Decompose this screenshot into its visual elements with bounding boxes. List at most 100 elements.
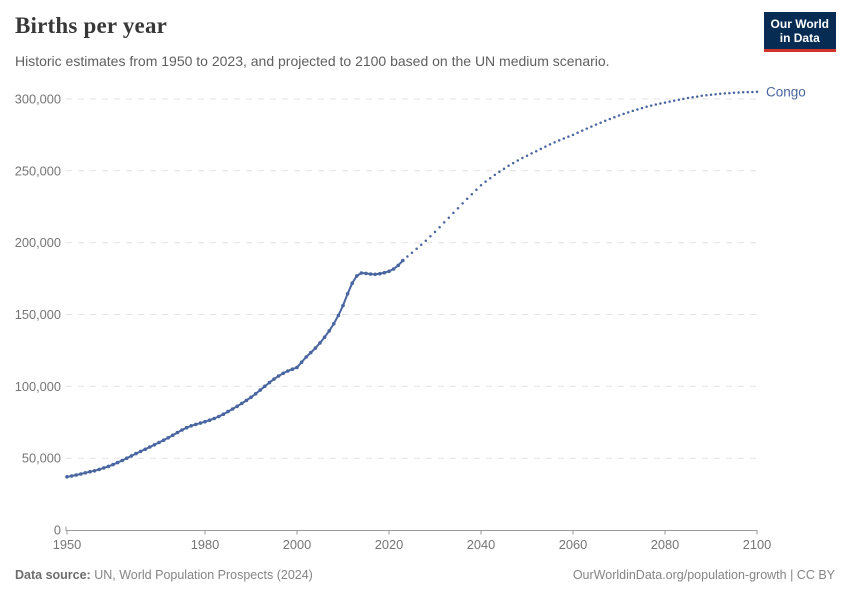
projection-point	[663, 101, 667, 104]
projection-point	[649, 104, 653, 107]
historic-point	[368, 272, 373, 276]
data-source-label: Data source:	[15, 568, 91, 582]
projection-point	[622, 112, 625, 116]
historic-point	[88, 469, 92, 474]
historic-point	[364, 271, 368, 276]
historic-point	[286, 369, 290, 373]
historic-point	[194, 422, 198, 427]
projection-point	[631, 109, 635, 113]
historic-point	[189, 424, 193, 428]
projection-point	[654, 103, 658, 106]
projection-point	[415, 247, 418, 251]
projection-point	[544, 145, 547, 148]
y-axis-tick-label: 100,000	[15, 379, 61, 394]
historic-point	[97, 467, 101, 472]
historic-point	[230, 407, 235, 411]
historic-point	[217, 414, 221, 419]
historic-point	[125, 456, 129, 461]
historic-point	[272, 377, 276, 381]
historic-point	[355, 274, 359, 278]
projection-point	[452, 211, 455, 215]
projection-point	[447, 216, 451, 219]
owid-logo-line1: Our World	[770, 17, 829, 31]
historic-point	[180, 428, 184, 432]
historic-point	[92, 469, 97, 473]
historic-point	[336, 313, 341, 318]
historic-point	[111, 462, 115, 467]
projection-point	[410, 251, 414, 254]
projection-point	[691, 96, 694, 99]
historic-point	[350, 281, 355, 286]
historic-point	[102, 466, 106, 470]
projection-point	[594, 123, 598, 126]
x-axis-tick-label: 2040	[467, 537, 495, 552]
projection-point	[585, 127, 589, 130]
historic-point	[359, 271, 364, 275]
historic-point	[391, 267, 396, 271]
historic-point	[382, 270, 387, 275]
projection-point	[438, 225, 441, 229]
historic-point	[253, 392, 258, 396]
historic-point	[221, 412, 226, 417]
projection-point	[613, 115, 616, 119]
owid-logo[interactable]: Our World in Data	[763, 12, 836, 52]
projection-point	[521, 156, 524, 160]
projection-point	[590, 125, 593, 128]
projection-point	[737, 91, 740, 94]
projection-point	[406, 255, 409, 258]
historic-point	[226, 409, 230, 414]
projection-point	[617, 114, 621, 117]
projection-point	[705, 94, 708, 97]
y-axis-tick-label: 250,000	[15, 163, 61, 178]
projection-point	[534, 149, 538, 153]
projection-point	[677, 98, 681, 101]
projection-point	[751, 90, 754, 94]
projection-point	[525, 154, 529, 157]
chart-footer: Data source: UN, World Population Prospe…	[15, 568, 835, 582]
historic-point	[290, 367, 295, 372]
historic-point	[304, 355, 309, 359]
projection-point	[599, 121, 602, 124]
historic-point	[313, 346, 318, 350]
projection-point	[700, 94, 704, 98]
projection-point	[461, 202, 464, 205]
owid-logo-line2: in Data	[779, 31, 820, 45]
projection-point	[723, 92, 727, 95]
y-axis-tick-label: 0	[54, 523, 61, 538]
x-axis-tick-label: 1950	[53, 537, 81, 552]
historic-line	[66, 259, 404, 478]
x-axis-tick-label: 2020	[375, 537, 403, 552]
projection-point	[709, 93, 713, 96]
projection-point	[498, 170, 501, 173]
projection-point	[732, 91, 736, 95]
historic-point	[281, 371, 286, 376]
projection-point	[728, 91, 731, 95]
projection-point	[562, 137, 566, 140]
projection-point	[636, 108, 639, 111]
historic-point	[175, 430, 180, 435]
historic-point	[235, 404, 239, 409]
historic-point	[166, 436, 170, 440]
projection-point	[603, 119, 607, 123]
historic-point	[129, 454, 134, 458]
entity-end-label: Congo	[766, 84, 806, 99]
projection-point	[672, 99, 676, 102]
projection-point	[475, 188, 478, 191]
historic-point	[184, 425, 189, 430]
historic-point	[396, 263, 401, 268]
historic-point	[74, 473, 78, 477]
historic-point	[387, 269, 391, 274]
historic-point	[83, 471, 88, 475]
projection-point	[553, 141, 556, 144]
historic-point	[148, 445, 152, 449]
chart-title: Births per year	[15, 13, 168, 38]
historic-point	[295, 365, 299, 370]
historic-point	[373, 272, 378, 277]
footer-license-link[interactable]: OurWorldinData.org/population-growth | C…	[572, 568, 835, 582]
historic-point	[106, 464, 111, 469]
projection-point	[668, 100, 671, 103]
projection-point	[640, 106, 644, 110]
projection-point	[746, 90, 750, 94]
